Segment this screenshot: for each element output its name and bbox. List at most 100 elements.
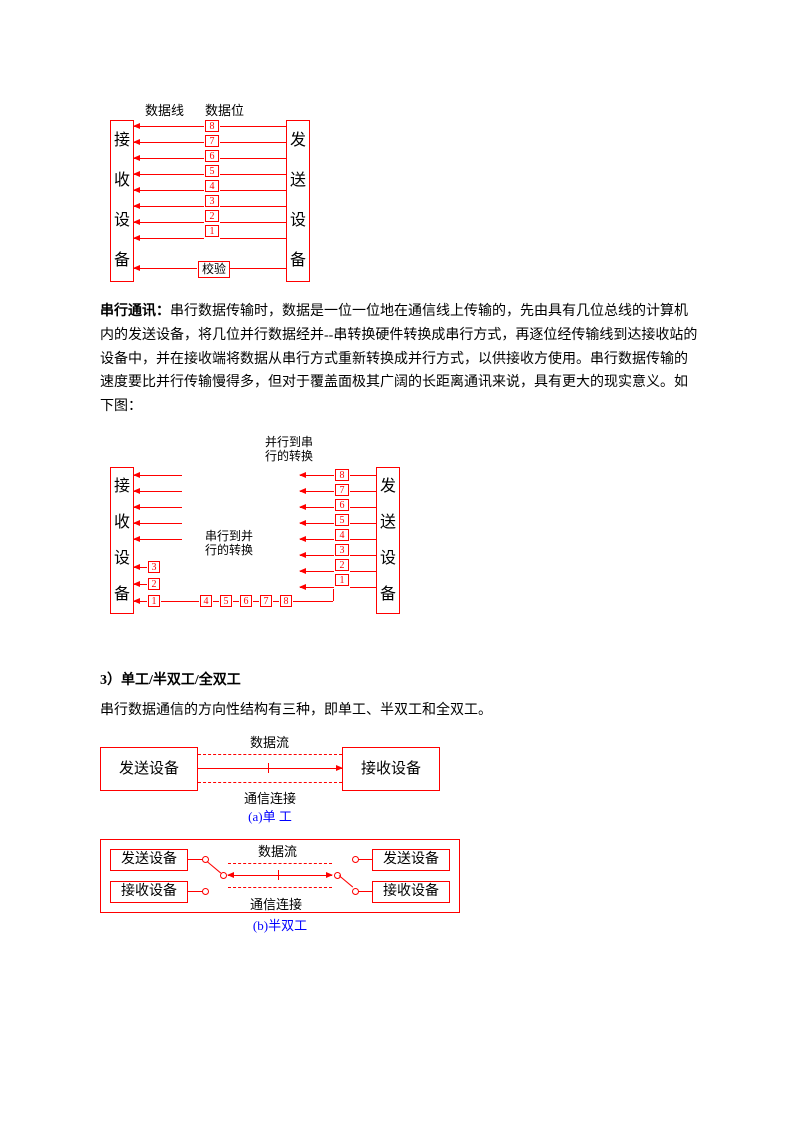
tick [278, 870, 279, 880]
arrow-line [134, 539, 182, 540]
serial-bit: 7 [260, 595, 272, 607]
label-dataflow: 数据流 [250, 732, 289, 754]
arrow-line [134, 158, 204, 159]
arrow-line [300, 491, 334, 492]
bit: 1 [335, 574, 349, 586]
arrow-line [134, 222, 204, 223]
arrow-line [300, 555, 334, 556]
arrow-line [134, 190, 204, 191]
conn-line [350, 539, 377, 540]
stub [357, 891, 372, 892]
arrow-line [134, 238, 204, 239]
conn-line [220, 174, 287, 175]
check-box: 校验 [198, 261, 230, 278]
label-dataline: 数据线 [145, 100, 184, 122]
arrow-line [300, 507, 334, 508]
conn-line [350, 555, 377, 556]
send-device: 发送设备 [100, 747, 198, 791]
arrow-line [300, 523, 334, 524]
data-bits-right: 8 7 6 5 4 3 2 1 [335, 469, 349, 589]
bit: 7 [205, 135, 219, 147]
conn-line [220, 190, 287, 191]
arrow-line [134, 567, 147, 568]
stub [357, 859, 372, 860]
bit: 5 [205, 165, 219, 177]
parallel-comm-diagram: 数据线 数据位 接 收 设 备 发 送 设 备 8 7 6 5 4 [110, 100, 310, 285]
send-char: 送 [380, 513, 396, 532]
conn-line [350, 571, 377, 572]
send-char: 设 [290, 211, 306, 230]
dash-line [228, 887, 332, 888]
label-s2p: 串行到并 行的转换 [205, 529, 253, 558]
arrow-line [300, 587, 334, 588]
conn-line [161, 601, 199, 602]
bit: 7 [335, 484, 349, 496]
send-char: 备 [290, 251, 306, 270]
conn-line [213, 601, 219, 602]
half-duplex-diagram: 发送设备 接收设备 发送设备 接收设备 数据流 [100, 839, 460, 934]
recv-char: 设 [114, 211, 130, 230]
conn-line [220, 206, 287, 207]
send-device-l: 发送设备 [110, 849, 188, 871]
bit: 8 [205, 120, 219, 132]
serial-paragraph: 串行通讯：串行数据传输时，数据是一位一位地在通信线上传输的，先由具有几位总线的计… [100, 300, 700, 419]
recv-char: 收 [114, 513, 130, 532]
label-dataflow: 数据流 [258, 841, 297, 863]
section3-text: 串行数据通信的方向性结构有三种，即单工、半双工和全双工。 [100, 699, 700, 723]
label-connlink: 通信连接 [250, 894, 302, 916]
left-bit: 1 [148, 595, 160, 607]
conn-line [350, 507, 377, 508]
send-char: 设 [380, 549, 396, 568]
conn-line [220, 142, 287, 143]
stub [188, 859, 203, 860]
bit: 2 [205, 210, 219, 222]
send-char: 发 [290, 131, 306, 150]
bit: 8 [335, 469, 349, 481]
conn-line [333, 589, 334, 601]
bit: 3 [335, 544, 349, 556]
conn-line [229, 268, 287, 269]
arrow-line [300, 571, 334, 572]
serial-bit: 4 [200, 595, 212, 607]
arrow-line [134, 601, 147, 602]
arrow-line [300, 539, 334, 540]
arrow-line [134, 584, 147, 585]
section3-heading: 3）单工/半双工/全双工 [100, 669, 700, 693]
recv-char: 收 [114, 171, 130, 190]
recv-device: 接收设备 [342, 747, 440, 791]
data-bits: 8 7 6 5 4 3 2 1 [205, 120, 219, 240]
recv-device-l: 接收设备 [110, 881, 188, 903]
arrow-dataflow [198, 768, 342, 769]
arrow-line [134, 174, 204, 175]
send-char: 备 [380, 585, 396, 604]
arrow-line [134, 475, 182, 476]
arrow-line [134, 523, 182, 524]
arrow-line [300, 475, 334, 476]
recv-char: 设 [114, 549, 130, 568]
sender-box-2: 发 送 设 备 [376, 467, 400, 614]
bit: 4 [205, 180, 219, 192]
serial-title: 串行通讯： [100, 304, 170, 319]
sender-box: 发 送 设 备 [286, 120, 310, 282]
conn-line [220, 158, 287, 159]
arrow-line [134, 206, 204, 207]
bit: 6 [335, 499, 349, 511]
arrow-bidir [228, 875, 332, 876]
conn-line [350, 491, 377, 492]
receiver-box: 接 收 设 备 [110, 120, 134, 282]
conn-line [220, 222, 287, 223]
arrow-line [134, 142, 204, 143]
recv-char: 备 [114, 251, 130, 270]
dash-line [198, 782, 342, 783]
tick [268, 763, 269, 773]
serial-bit: 8 [280, 595, 292, 607]
serial-comm-diagram: 并行到串 行的转换 串行到并 行的转换 接 收 设 备 发 送 设 备 8 7 … [110, 429, 400, 629]
conn-line [220, 238, 287, 239]
recv-device-r: 接收设备 [372, 881, 450, 903]
recv-char: 备 [114, 585, 130, 604]
arrow-line [134, 268, 197, 269]
bit: 1 [205, 225, 219, 237]
send-char: 发 [380, 477, 396, 496]
caption-half-duplex: (b)半双工 [100, 915, 460, 937]
serial-bit: 6 [240, 595, 252, 607]
